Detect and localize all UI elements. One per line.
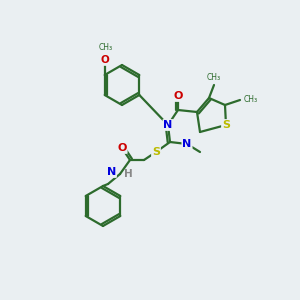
Text: CH₃: CH₃ <box>99 43 113 52</box>
Text: N: N <box>164 120 172 130</box>
Text: O: O <box>117 143 127 153</box>
Text: O: O <box>100 55 109 65</box>
Text: H: H <box>124 169 133 179</box>
Text: N: N <box>182 139 192 149</box>
Text: S: S <box>222 120 230 130</box>
Text: S: S <box>152 147 160 157</box>
Text: CH₃: CH₃ <box>207 73 221 82</box>
Text: N: N <box>107 167 116 177</box>
Text: CH₃: CH₃ <box>244 95 258 104</box>
Text: O: O <box>173 91 183 101</box>
